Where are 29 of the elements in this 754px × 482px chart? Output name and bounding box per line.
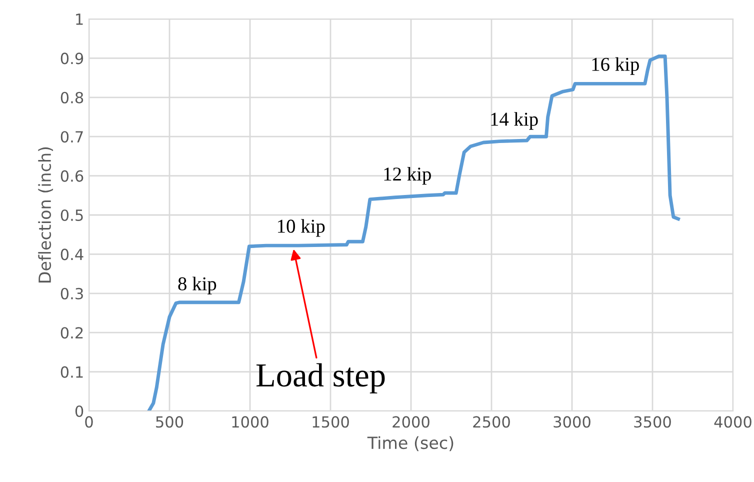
x-tick-label: 2500 (473, 416, 510, 428)
x-tick-label: 0 (85, 416, 93, 428)
y-tick-label: 0.4 (60, 248, 84, 260)
annotation: 8 kip (178, 276, 216, 294)
y-tick-label: 0.5 (60, 209, 83, 222)
annotation: 14 kip (491, 112, 538, 130)
x-tick-label: 4000 (714, 416, 752, 428)
annotation: 10 kip (278, 219, 325, 237)
x-axis-title: Time (sec) (367, 436, 454, 452)
y-tick-label: 0 (75, 405, 84, 418)
x-tick-label: 500 (156, 416, 184, 428)
annotation: 12 kip (384, 166, 431, 185)
x-tick-label: 2000 (392, 416, 430, 428)
y-tick-label: 0.3 (60, 288, 83, 300)
y-tick-label: 0.6 (60, 170, 84, 182)
x-tick-label: 3500 (634, 416, 671, 428)
x-tick-label: 3000 (554, 416, 590, 428)
x-tick-label: 1000 (232, 416, 268, 428)
y-tick-label: 0.2 (60, 327, 83, 339)
y-tick-label: 0.1 (60, 366, 83, 378)
y-axis-title: Deflection (inch) (38, 147, 54, 282)
y-tick-label: 1 (76, 14, 83, 25)
annotation: 16 kip (592, 57, 639, 75)
y-tick-label: 0.7 (60, 131, 83, 143)
y-tick-label: 0.9 (60, 52, 84, 64)
annotation: Load step (256, 363, 385, 394)
line-series (147, 54, 680, 411)
x-tick-label: 1500 (312, 416, 349, 428)
y-tick-label: 0.8 (60, 92, 84, 104)
